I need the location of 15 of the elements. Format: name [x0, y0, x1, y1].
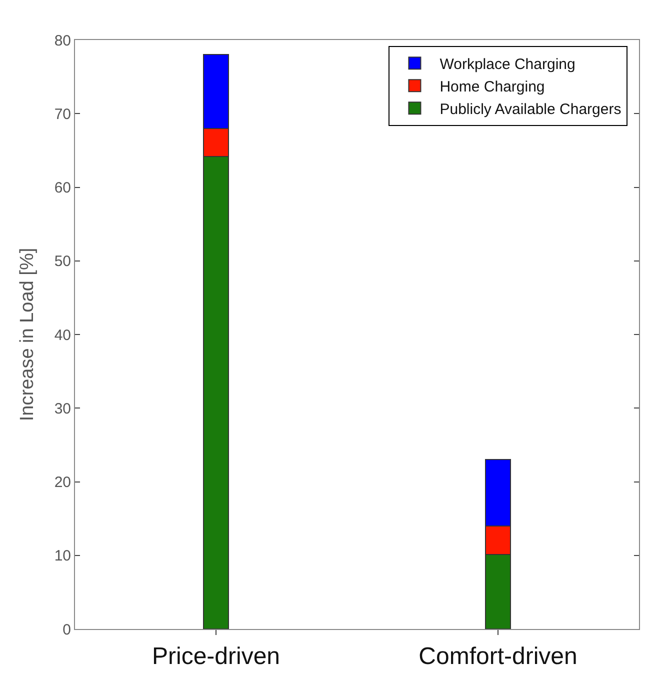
- legend-label: Home Charging: [440, 78, 545, 96]
- x-tick-label: Comfort-driven: [418, 642, 578, 670]
- y-tick-label: 80: [54, 32, 71, 50]
- y-tick-label: 70: [54, 106, 71, 123]
- legend-label: Workplace Charging: [440, 56, 576, 73]
- y-tick-label: 30: [54, 400, 71, 418]
- y-tick-label: 50: [54, 253, 71, 270]
- y-tick-label: 20: [54, 474, 71, 491]
- y-tick-label: 10: [54, 548, 71, 565]
- y-axis-title: Increase in Load [%]: [17, 248, 38, 422]
- y-tick-label: 0: [62, 621, 71, 638]
- y-tick-label: 40: [54, 326, 71, 344]
- x-tick-label: Price-driven: [152, 642, 280, 670]
- y-tick-label: 60: [54, 180, 71, 196]
- legend-label: Publicly Available Chargers: [440, 100, 622, 118]
